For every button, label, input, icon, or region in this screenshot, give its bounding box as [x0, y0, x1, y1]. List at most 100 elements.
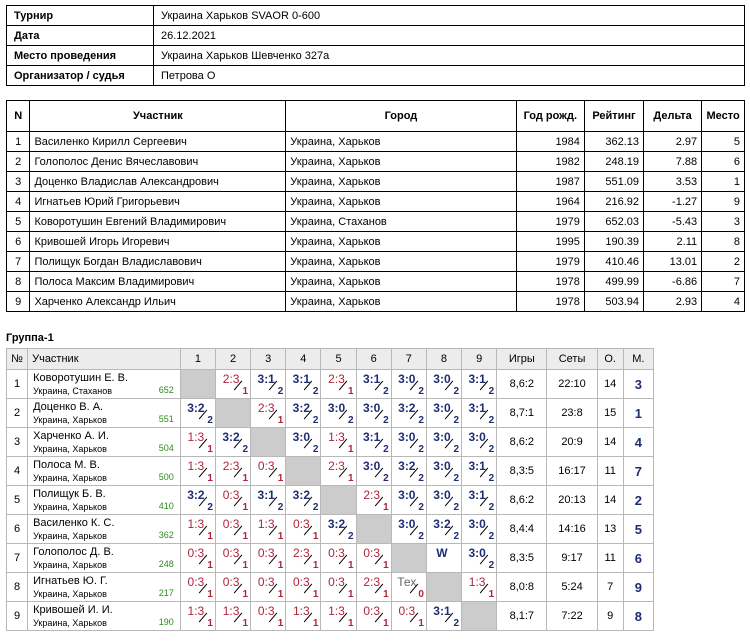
self-cell	[250, 427, 287, 457]
match-result-cell: 3:2 2	[179, 398, 216, 428]
player-number: 2	[5, 151, 31, 172]
match-score: Тех	[397, 575, 417, 589]
match-points: 1	[383, 502, 389, 513]
match-result-cell: 3:1 2	[355, 427, 392, 457]
match-points: 1	[418, 618, 424, 629]
row-player-cell: Василенко К. С. Украина, Харьков 362	[27, 514, 181, 544]
match-result-cell: 0:3 1	[355, 601, 392, 631]
info-label: Место проведения	[6, 45, 154, 66]
player-place: 7	[701, 271, 745, 292]
player-place: 6	[701, 151, 745, 172]
match-result: 3:1 2	[427, 602, 461, 630]
match-points: 1	[383, 560, 389, 571]
match-score: 3:0	[362, 401, 381, 415]
match-result: 0:3 1	[392, 602, 426, 630]
player-name: Полищук Богдан Владиславович	[29, 251, 287, 272]
match-result-cell: 2:3 1	[214, 369, 252, 399]
match-result: 3:2 2	[427, 515, 461, 543]
player-delta: -5.43	[643, 211, 703, 232]
match-score: 0:3	[363, 604, 380, 618]
crosstable-header-row: № Участник 1 2 3 4 5 6 7 8 9 Игры Сеты О. М.	[5, 348, 655, 370]
participant-row: 9 Харченко Александр Ильич Украина, Харько…	[5, 291, 745, 312]
player-rating: 410.46	[583, 251, 645, 272]
match-result: 3:1 2	[251, 486, 285, 514]
match-points: 2	[453, 531, 460, 542]
row-sets: 7:22	[546, 601, 598, 631]
row-sets: 16:17	[546, 456, 598, 486]
match-score: 3:2	[398, 401, 416, 415]
match-points: 1	[312, 589, 319, 600]
row-points: 13	[596, 514, 624, 544]
match-result-cell: 0:3 1	[390, 601, 427, 631]
row-player-city: Украина, Харьков	[33, 415, 107, 425]
match-result-cell: 2:3 1	[320, 369, 357, 399]
match-score: 1:3	[328, 430, 345, 444]
col-opponent-header: 9	[461, 348, 498, 370]
row-player-cell: Полищук Б. В. Украина, Харьков 410	[27, 485, 181, 515]
match-points: 2	[453, 502, 460, 513]
match-result: 2:3 1	[286, 544, 320, 572]
match-score: 3:0	[433, 372, 451, 386]
info-row: Турнир Украина Харьков SVAOR 0-600	[6, 5, 745, 26]
match-score: 0:3	[187, 546, 205, 560]
match-result-cell: 3:0 2	[425, 485, 463, 515]
match-result: 0:3 1	[321, 544, 355, 572]
self-cell	[461, 601, 498, 631]
match-result: 3:0 2	[392, 486, 426, 514]
match-points: 1	[242, 589, 249, 600]
row-number: 6	[5, 514, 29, 544]
match-result-cell: 2:3 1	[355, 572, 392, 602]
match-result-cell: 1:3 1	[179, 601, 216, 631]
row-games: 8,6:2	[496, 485, 548, 515]
match-points: 1	[242, 618, 249, 629]
match-result-cell: 3:1 2	[425, 601, 463, 631]
match-points: 2	[383, 473, 389, 484]
match-points: 1	[277, 560, 284, 571]
row-points: 15	[596, 398, 624, 428]
row-player-name: Голополос Д. В.	[33, 546, 114, 558]
match-points: 2	[488, 560, 495, 571]
match-result: 3:0 2	[392, 370, 426, 398]
match-points: 1	[277, 473, 284, 484]
match-result: 1:3 1	[321, 428, 355, 456]
match-result: 3:0 2	[392, 515, 426, 543]
match-score: 0:3	[222, 488, 240, 502]
match-score: 2:3	[363, 575, 380, 589]
match-result-cell: 3:1 2	[355, 369, 392, 399]
player-delta: 2.11	[643, 231, 703, 252]
match-result-cell: 0:3 1	[320, 572, 357, 602]
player-city: Украина, Харьков	[285, 271, 517, 292]
match-points: 1	[207, 618, 213, 629]
row-games: 8,3:5	[496, 543, 548, 573]
match-result-cell: 2:3 1	[250, 398, 287, 428]
match-score: 0:3	[363, 546, 380, 560]
player-rating: 248.19	[583, 151, 645, 172]
match-result: 1:3 1	[321, 602, 355, 630]
match-points: 2	[312, 502, 319, 513]
col-place-header: Место	[701, 100, 745, 132]
row-place: 3	[622, 369, 655, 399]
match-result: 1:3 1	[286, 602, 320, 630]
match-result-cell: 0:3 1	[214, 514, 252, 544]
row-place: 1	[622, 398, 655, 428]
match-result-cell: 3:0 2	[461, 543, 498, 573]
player-delta: 13.01	[643, 251, 703, 272]
player-place: 8	[701, 231, 745, 252]
info-label: Дата	[6, 25, 154, 46]
row-player-city: Украина, Харьков	[33, 531, 107, 541]
match-score: 3:1	[468, 372, 486, 386]
match-result-cell: 3:0 2	[355, 456, 392, 486]
self-cell	[355, 514, 392, 544]
match-result-cell: 3:2 2	[320, 514, 357, 544]
info-value: Украина Харьков SVAOR 0-600	[153, 5, 745, 26]
row-number: 2	[5, 398, 29, 428]
self-cell	[425, 572, 463, 602]
player-city: Украина, Харьков	[285, 191, 517, 212]
match-score: 3:0	[468, 517, 486, 531]
row-player-rating: 190	[158, 617, 174, 627]
col-rating-header: Рейтинг	[583, 100, 645, 132]
match-result: 3:0 2	[427, 457, 461, 485]
row-place: 6	[622, 543, 655, 573]
match-result: 1:3 1	[462, 573, 496, 601]
match-points: 1	[277, 618, 284, 629]
